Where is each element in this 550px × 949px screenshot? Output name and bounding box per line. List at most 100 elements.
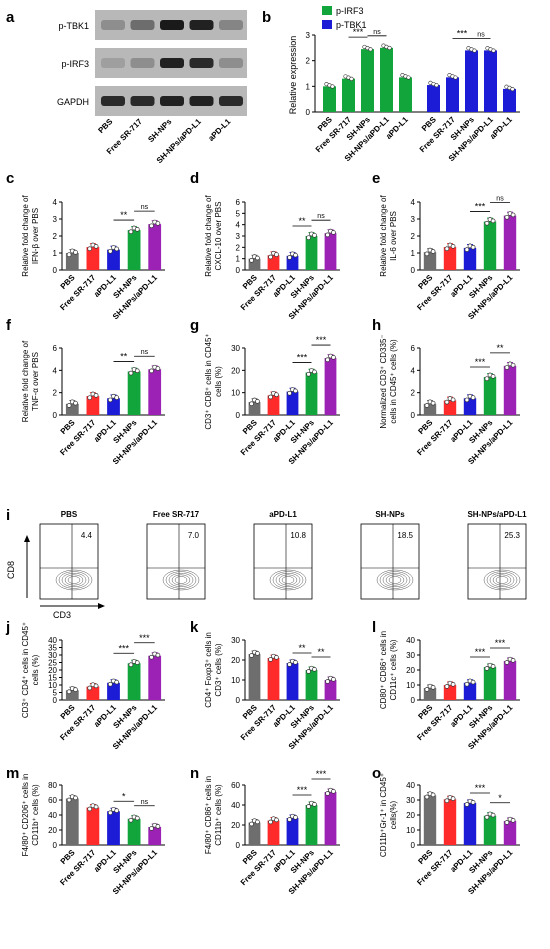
data-point xyxy=(490,374,496,379)
blot-band xyxy=(130,96,155,106)
bar-sh-nps-apd-l1 xyxy=(148,655,162,700)
data-point xyxy=(464,802,470,807)
quadrant-percentage: 25.3 xyxy=(504,531,520,540)
density-contour xyxy=(376,569,414,591)
chart-n: n 0 20 40 60 F4/80⁺ CD86⁺ cells in CD11b⁺ cell… xyxy=(190,765,340,896)
bar-pbs xyxy=(65,690,79,700)
y-tick-label: 10 xyxy=(406,681,415,690)
bar-p-irf3-apd-l1 xyxy=(399,77,412,112)
density-contour xyxy=(483,569,521,591)
data-point xyxy=(470,244,476,250)
y-tick-label: 35 xyxy=(48,644,57,653)
bar-pbs xyxy=(423,252,437,270)
data-point xyxy=(93,244,99,249)
density-contour xyxy=(55,569,93,591)
data-point xyxy=(255,399,260,404)
significance-label: ** xyxy=(496,343,504,353)
data-point xyxy=(274,655,279,660)
data-point xyxy=(134,660,140,666)
data-point xyxy=(128,817,134,823)
blot-band xyxy=(189,20,214,30)
bar-p-irf3-sh-nps-apd-l1 xyxy=(380,47,393,113)
data-point xyxy=(155,221,161,226)
y-axis-arrowhead xyxy=(24,535,30,542)
data-point xyxy=(464,681,470,687)
bar-sh-nps xyxy=(483,667,497,700)
data-point xyxy=(504,820,510,825)
bar-pbs xyxy=(423,795,437,845)
blot-band xyxy=(130,58,155,68)
y-axis-label: CD3⁺ cells (%) xyxy=(214,643,223,696)
data-point xyxy=(484,814,490,820)
blot-band xyxy=(219,96,243,106)
panel-letter-e: e xyxy=(372,170,380,187)
panel-letter-n: n xyxy=(190,765,199,782)
bar-pbs xyxy=(248,258,261,270)
y-tick-label: 10 xyxy=(231,676,240,685)
data-point xyxy=(149,654,154,660)
data-point xyxy=(87,806,93,812)
data-point xyxy=(312,667,317,672)
significance-label: ns xyxy=(496,196,504,203)
bar-free-sr-717 xyxy=(267,255,280,270)
flow-cytometry-panel: i PBS 4.4 Free SR-717 7.0 aPD-L1 10.8 SH-NPs 18.… xyxy=(6,507,527,620)
bar-p-tbk1-sh-nps xyxy=(465,50,478,112)
data-point xyxy=(268,254,273,260)
x-axis-arrowhead xyxy=(98,603,105,609)
bar-p-tbk1-free-sr-717 xyxy=(446,77,459,112)
panel-letter-b: b xyxy=(262,9,271,26)
data-point xyxy=(470,800,476,805)
chart-d: d 0 1 2 3 4 5 6 Relative fold change of CXCL-10 o… xyxy=(190,170,340,321)
data-point xyxy=(510,658,516,663)
bar-apd-l1 xyxy=(107,249,120,270)
y-tick-label: 3 xyxy=(411,215,416,224)
data-point xyxy=(268,819,273,825)
y-tick-label: 20 xyxy=(231,656,240,665)
data-point xyxy=(450,244,456,249)
data-point xyxy=(453,75,458,80)
data-point xyxy=(424,403,430,408)
blot-band xyxy=(189,96,214,106)
bar-sh-nps-apd-l1 xyxy=(503,365,517,415)
bar-apd-l1 xyxy=(286,818,299,845)
flow-group-label: aPD-L1 xyxy=(269,510,297,519)
bar-apd-l1 xyxy=(286,255,299,270)
blot-band xyxy=(101,20,125,30)
bar-sh-nps xyxy=(127,663,141,700)
y-axis-label: Relative expression xyxy=(288,36,298,115)
flow-plot-frame xyxy=(467,523,527,600)
density-contour xyxy=(174,576,188,584)
data-point xyxy=(444,798,450,804)
significance-label: * xyxy=(498,793,502,803)
density-contour xyxy=(165,571,197,589)
density-contour xyxy=(382,572,408,588)
blot-column-label: aPD-L1 xyxy=(207,117,233,143)
significance-label: ** xyxy=(298,216,306,226)
data-point xyxy=(293,252,298,258)
panel-letter-j: j xyxy=(5,619,10,636)
y-tick-label: 0 xyxy=(236,266,241,275)
data-point xyxy=(434,83,439,88)
y-tick-label: 4 xyxy=(411,366,416,375)
data-point xyxy=(287,255,292,260)
data-point xyxy=(306,235,311,241)
data-point xyxy=(249,821,254,827)
data-point xyxy=(312,232,317,238)
y-tick-label: 1 xyxy=(53,249,58,258)
blot-band xyxy=(189,58,214,68)
data-point xyxy=(66,797,72,803)
bar-sh-nps-apd-l1 xyxy=(324,233,337,270)
panel-letter-c: c xyxy=(6,170,14,187)
bar-sh-nps xyxy=(127,371,141,415)
significance-label: *** xyxy=(139,633,150,643)
data-point xyxy=(255,651,260,656)
y-tick-label: 0 xyxy=(236,411,241,420)
bar-sh-nps xyxy=(483,377,497,415)
flow-plot-frame xyxy=(39,523,99,600)
bar-sh-nps xyxy=(305,372,318,415)
bar-apd-l1 xyxy=(463,682,477,700)
chart-m: m 0 20 40 60 80 F4/80⁺ CD206⁺ cells in CD11b⁺ c… xyxy=(6,765,165,896)
y-tick-label: 0 xyxy=(236,696,241,705)
